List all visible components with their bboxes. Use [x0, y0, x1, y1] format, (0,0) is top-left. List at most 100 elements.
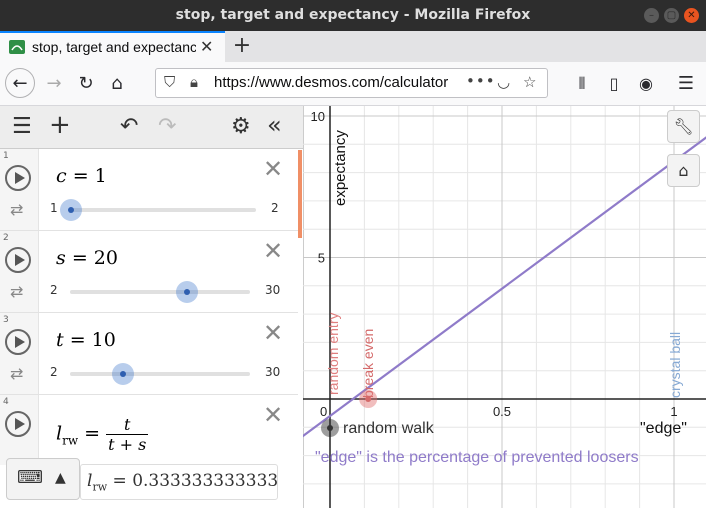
fraction-numerator: t	[106, 415, 149, 435]
home-button[interactable]: ⌂	[111, 73, 123, 94]
desmos-favicon-icon	[9, 40, 25, 54]
loop-icon[interactable]: ⇄	[10, 200, 24, 219]
slider-max[interactable]: 30	[265, 365, 281, 379]
row-number: 4	[3, 397, 9, 407]
panel-scrollbar[interactable]	[298, 150, 302, 238]
window-title: stop, target and expectancy - Mozilla Fi…	[175, 7, 531, 23]
expression-panel: ☰ + ↶ ↷ ⚙ « 1 ⇄ c = 1 ✕ 1 2	[0, 106, 304, 508]
expression-row[interactable]: 4 lrw = t t + s ✕	[0, 395, 298, 465]
expression-row[interactable]: 2 ⇄ s = 20 ✕ 2 30	[0, 231, 298, 313]
expression-math[interactable]: lrw = t t + s	[56, 415, 149, 454]
bookmark-star-icon[interactable]: ☆	[523, 73, 537, 91]
slider-min[interactable]: 2	[50, 365, 58, 379]
delete-expression-icon[interactable]: ✕	[263, 155, 284, 183]
page-actions-icon[interactable]: •••	[466, 72, 496, 90]
expression-math[interactable]: t = 10	[56, 329, 116, 351]
zoom-home-button[interactable]: ⌂	[667, 154, 700, 187]
graph-paper[interactable]: 0 0.5 1 5 10 expectancy random entry break even…	[303, 106, 706, 508]
delete-expression-icon[interactable]: ✕	[263, 237, 284, 265]
expression-row[interactable]: 1 ⇄ c = 1 ✕ 1 2	[0, 149, 298, 231]
close-tab-icon[interactable]: ✕	[200, 37, 214, 56]
variable-name: t	[56, 329, 64, 351]
hamburger-menu-icon[interactable]: ☰	[12, 114, 32, 139]
slider-track[interactable]	[70, 290, 250, 294]
equals-sign: =	[84, 422, 101, 445]
collapse-panel-icon[interactable]: «	[267, 111, 282, 139]
random-walk-label: random walk	[343, 420, 435, 437]
slider-track[interactable]	[70, 208, 256, 212]
pocket-icon[interactable]: ◡	[497, 73, 511, 91]
add-expression-icon[interactable]: +	[49, 110, 71, 140]
settings-gear-icon[interactable]: ⚙	[231, 114, 251, 139]
redo-icon[interactable]: ↷	[158, 114, 177, 139]
lhs-variable: l	[56, 422, 63, 445]
play-icon[interactable]	[5, 329, 31, 355]
sidebar-icon[interactable]: ▯	[609, 74, 619, 93]
graph-settings-button[interactable]: 🔧︎	[667, 110, 700, 143]
expression-math[interactable]: s = 20	[56, 247, 118, 269]
lhs-subscript: rw	[62, 433, 79, 448]
variable-name: s	[56, 247, 66, 269]
reload-button[interactable]: ↻	[78, 73, 94, 94]
wrench-icon: 🔧︎	[673, 117, 694, 136]
url-bar[interactable]: ⛉ 🔒︎ https://www.desmos.com/calculator •…	[155, 68, 548, 98]
slider-max[interactable]: 30	[265, 283, 281, 297]
tab-title: stop, target and expectancy	[32, 39, 196, 55]
break-even-label: break even	[360, 329, 376, 398]
equals-sign: =	[72, 165, 89, 187]
row-number: 2	[3, 233, 9, 243]
account-icon[interactable]: ◉	[639, 74, 653, 93]
close-window-button[interactable]: ✕	[684, 8, 699, 23]
slider-min[interactable]: 2	[50, 283, 58, 297]
slider-min[interactable]: 1	[50, 201, 58, 215]
hidden-toggle-icon[interactable]	[5, 411, 31, 437]
tab-strip: stop, target and expectancy ✕ +	[0, 31, 706, 63]
slider-knob[interactable]	[112, 363, 134, 385]
play-icon[interactable]	[5, 247, 31, 273]
new-tab-button[interactable]: +	[232, 33, 252, 58]
x-tick-label: 0	[320, 404, 327, 419]
expression-toolbar: ☰ + ↶ ↷ ⚙ «	[0, 106, 303, 149]
delete-expression-icon[interactable]: ✕	[263, 319, 284, 347]
crystal-ball-label: crystal ball	[667, 332, 683, 398]
slider-knob[interactable]	[176, 281, 198, 303]
back-button[interactable]: ←	[5, 68, 35, 98]
caret-up-icon: ▲	[55, 470, 66, 486]
desmos-app: ☰ + ↶ ↷ ⚙ « 1 ⇄ c = 1 ✕ 1 2	[0, 106, 706, 508]
play-icon[interactable]	[5, 165, 31, 191]
loop-icon[interactable]: ⇄	[10, 364, 24, 383]
tab-active[interactable]: stop, target and expectancy ✕	[0, 31, 225, 62]
y-tick-label: 5	[318, 251, 325, 266]
slider-track[interactable]	[70, 372, 250, 376]
library-icon[interactable]: ⫴	[578, 74, 586, 93]
minimize-button[interactable]: –	[644, 8, 659, 23]
expression-math[interactable]: c = 1	[56, 165, 107, 187]
window-titlebar: stop, target and expectancy - Mozilla Fi…	[0, 0, 706, 31]
row-gutter: 3 ⇄	[0, 313, 39, 394]
loop-icon[interactable]: ⇄	[10, 282, 24, 301]
edge-note: "edge" is the percentage of prevented lo…	[315, 449, 639, 466]
random-walk-point	[327, 425, 333, 431]
home-icon: ⌂	[678, 161, 689, 180]
lock-icon[interactable]: 🔒︎	[190, 73, 198, 91]
expression-row[interactable]: 3 ⇄ t = 10 ✕ 2 30	[0, 313, 298, 395]
y-axis-label: expectancy	[332, 130, 349, 206]
undo-icon[interactable]: ↶	[120, 114, 139, 139]
eval-lhs-subscript: rw	[92, 480, 108, 494]
break-even-point	[365, 396, 372, 402]
shield-icon[interactable]: ⛉	[164, 73, 176, 91]
slider-knob[interactable]	[60, 199, 82, 221]
maximize-button[interactable]: ▢	[664, 8, 679, 23]
navigation-toolbar: ← → ↻ ⌂ ⛉ 🔒︎ https://www.desmos.com/calc…	[0, 62, 706, 106]
menu-icon[interactable]: ☰	[677, 73, 695, 94]
evaluation-text: lrw = 0.333333333333	[87, 471, 278, 493]
fraction-denominator: t + s	[108, 435, 147, 454]
equals-sign: =	[71, 247, 88, 269]
fraction: t t + s	[106, 415, 149, 454]
slider-max[interactable]: 2	[271, 201, 279, 215]
url-text[interactable]: https://www.desmos.com/calculator	[214, 74, 449, 91]
variable-name: c	[56, 165, 67, 187]
delete-expression-icon[interactable]: ✕	[263, 401, 284, 429]
forward-button[interactable]: →	[46, 73, 62, 94]
keypad-toggle-button[interactable]: ⌨ ▲	[6, 458, 80, 500]
